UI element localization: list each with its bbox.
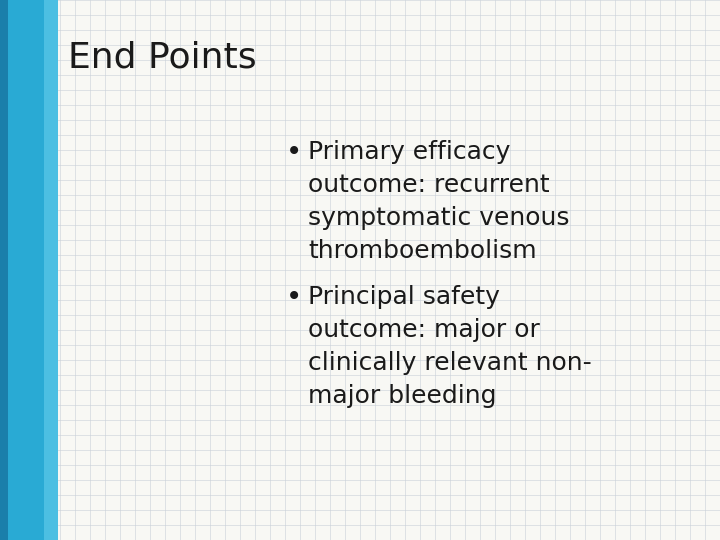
Text: •: •	[286, 283, 302, 311]
Text: outcome: recurrent: outcome: recurrent	[308, 173, 549, 197]
FancyBboxPatch shape	[44, 0, 58, 540]
Text: •: •	[286, 138, 302, 166]
Text: major bleeding: major bleeding	[308, 384, 497, 408]
FancyBboxPatch shape	[0, 0, 58, 540]
Text: symptomatic venous: symptomatic venous	[308, 206, 570, 230]
Text: End Points: End Points	[68, 40, 256, 74]
Text: Principal safety: Principal safety	[308, 285, 500, 309]
Text: Primary efficacy: Primary efficacy	[308, 140, 510, 164]
Text: thromboembolism: thromboembolism	[308, 239, 536, 263]
Text: clinically relevant non-: clinically relevant non-	[308, 351, 592, 375]
Text: outcome: major or: outcome: major or	[308, 318, 540, 342]
FancyBboxPatch shape	[0, 0, 8, 540]
